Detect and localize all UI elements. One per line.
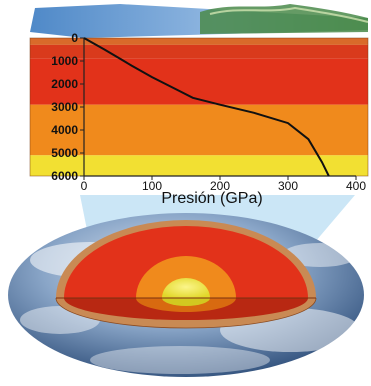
layer-inner-core [30, 155, 368, 176]
y-tick-label: 0 [71, 31, 78, 45]
y-tick-label: 2000 [51, 77, 78, 91]
inner-core-cut [162, 278, 210, 298]
inner-core-lower [162, 298, 210, 306]
y-ticks: 0 1000 2000 3000 4000 5000 6000 [51, 31, 84, 183]
x-tick-label: 100 [142, 179, 162, 193]
x-tick-label: 0 [81, 179, 88, 193]
outer-core-cut [136, 256, 236, 298]
layer-crust [30, 38, 368, 45]
x-ticks: 0 100 200 300 400 [81, 176, 366, 193]
x-tick-label: 400 [346, 179, 366, 193]
y-tick-label: 1000 [51, 54, 78, 68]
mountain-ridge [200, 4, 368, 34]
x-tick-label: 300 [278, 179, 298, 193]
x-tick-label: 200 [210, 179, 230, 193]
mountain-highlight [209, 6, 369, 23]
x-axis-title: Presión (GPa) [161, 190, 262, 207]
y-tick-label: 6000 [51, 169, 78, 183]
y-tick-label: 5000 [51, 146, 78, 160]
y-tick-label: 4000 [51, 123, 78, 137]
pressure-curve [83, 37, 330, 177]
layer-lower-mantle [30, 58, 368, 105]
y-tick-label: 3000 [51, 100, 78, 114]
layer-upper-mantle [30, 44, 368, 59]
layer-outer-core [30, 104, 368, 156]
